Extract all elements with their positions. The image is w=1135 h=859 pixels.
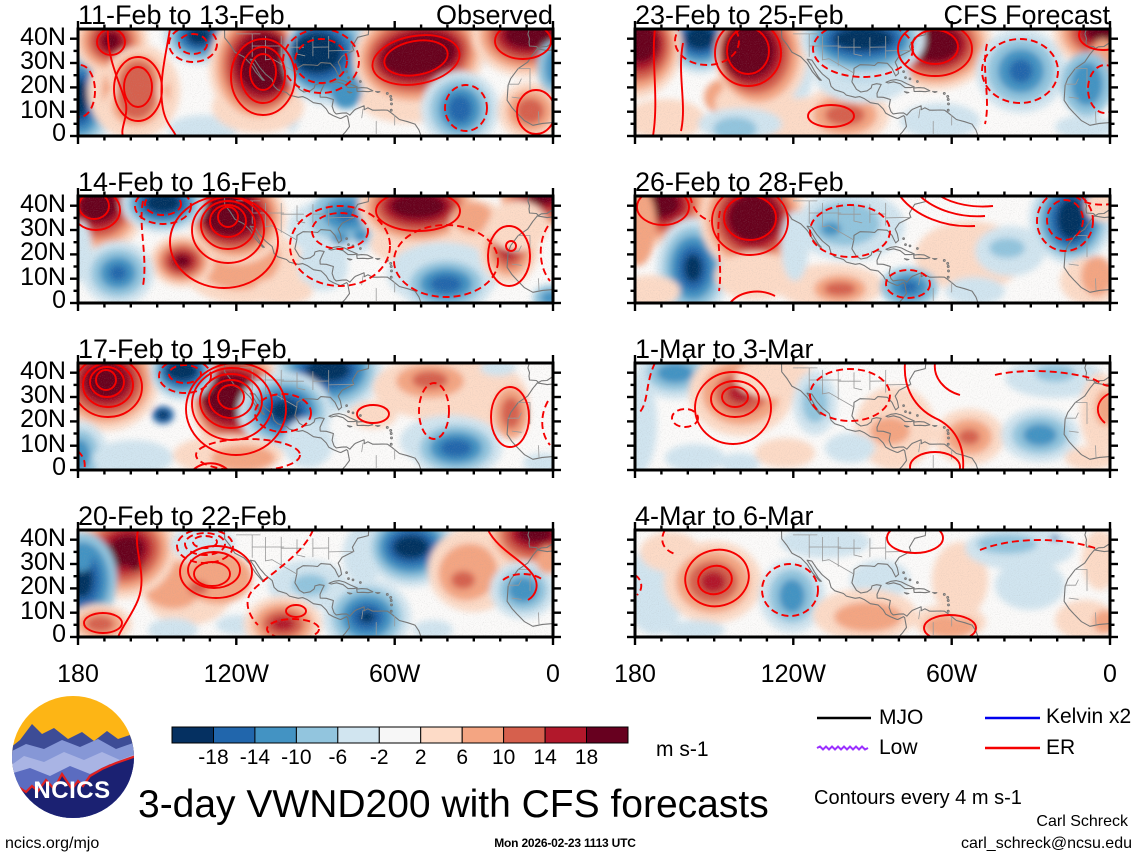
svg-text:NCICS: NCICS [33,777,110,804]
